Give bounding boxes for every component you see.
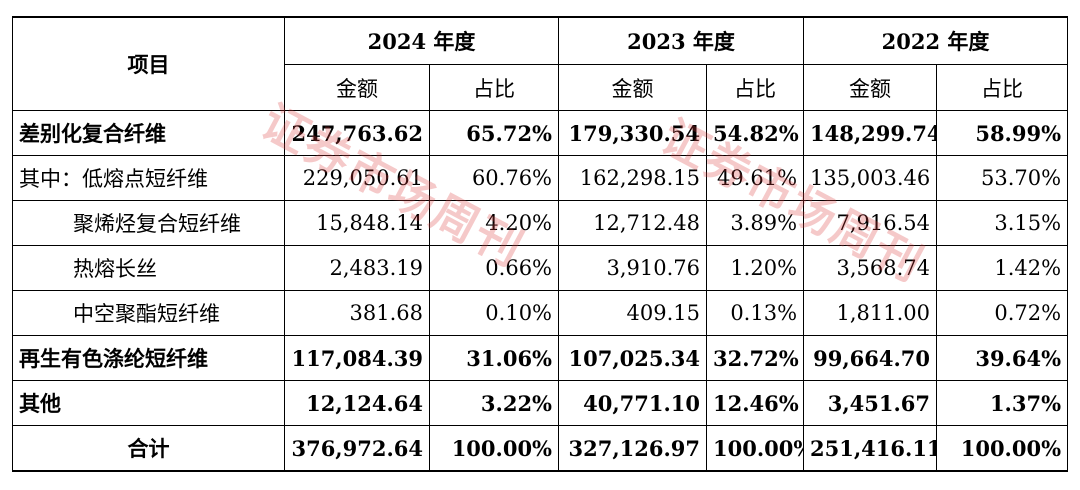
cell-ratio: 1.37% [936, 380, 1069, 426]
row-label: 合计 [12, 425, 285, 472]
header-amount: 金额 [284, 64, 430, 111]
cell-ratio: 100.00% [706, 425, 805, 472]
cell-amount: 409.15 [558, 290, 708, 336]
cell-amount: 12,712.48 [558, 200, 708, 246]
header-item: 项目 [12, 16, 285, 111]
header-ratio: 占比 [936, 64, 1069, 111]
cell-ratio: 0.10% [428, 290, 560, 336]
table-row: 差别化复合纤维 247,763.62 65.72% 179,330.54 54.… [12, 110, 1069, 156]
table-row: 其他 12,124.64 3.22% 40,771.10 12.46% 3,45… [12, 380, 1069, 426]
cell-ratio: 100.00% [428, 425, 560, 472]
table-row: 热熔长丝 2,483.19 0.66% 3,910.76 1.20% 3,568… [12, 245, 1069, 291]
cell-ratio: 4.20% [428, 200, 560, 246]
cell-amount: 247,763.62 [284, 110, 430, 156]
header-year-2022: 2022 年度 [803, 16, 1069, 65]
cell-ratio: 58.99% [936, 110, 1069, 156]
cell-ratio: 31.06% [428, 335, 560, 381]
header-row-years: 项目 2024 年度 2023 年度 2022 年度 [12, 16, 1069, 111]
cell-amount: 3,910.76 [558, 245, 708, 291]
cell-amount: 251,416.11 [803, 425, 938, 472]
revenue-table: 项目 2024 年度 2023 年度 2022 年度 金额 占比 金额 占比 金… [12, 16, 1069, 472]
cell-amount: 3,568.74 [803, 245, 938, 291]
table-row: 其中：低熔点短纤维 229,050.61 60.76% 162,298.15 4… [12, 155, 1069, 201]
cell-amount: 376,972.64 [284, 425, 430, 472]
cell-amount: 1,811.00 [803, 290, 938, 336]
row-label: 再生有色涤纶短纤维 [12, 335, 285, 381]
header-ratio: 占比 [706, 64, 805, 111]
cell-ratio: 3.15% [936, 200, 1069, 246]
cell-amount: 117,084.39 [284, 335, 430, 381]
cell-amount: 7,916.54 [803, 200, 938, 246]
cell-ratio: 54.82% [706, 110, 805, 156]
table-row-total: 合计 376,972.64 100.00% 327,126.97 100.00%… [12, 425, 1069, 472]
cell-ratio: 12.46% [706, 380, 805, 426]
row-label: 其中：低熔点短纤维 [12, 155, 285, 201]
cell-ratio: 0.13% [706, 290, 805, 336]
cell-amount: 162,298.15 [558, 155, 708, 201]
cell-ratio: 100.00% [936, 425, 1069, 472]
cell-amount: 135,003.46 [803, 155, 938, 201]
table-row: 中空聚酯短纤维 381.68 0.10% 409.15 0.13% 1,811.… [12, 290, 1069, 336]
header-amount: 金额 [558, 64, 708, 111]
table-row: 聚烯烃复合短纤维 15,848.14 4.20% 12,712.48 3.89%… [12, 200, 1069, 246]
header-year-2023: 2023 年度 [558, 16, 805, 65]
cell-amount: 3,451.67 [803, 380, 938, 426]
cell-ratio: 1.20% [706, 245, 805, 291]
cell-ratio: 3.89% [706, 200, 805, 246]
cell-amount: 381.68 [284, 290, 430, 336]
cell-amount: 40,771.10 [558, 380, 708, 426]
cell-amount: 2,483.19 [284, 245, 430, 291]
cell-amount: 179,330.54 [558, 110, 708, 156]
header-amount: 金额 [803, 64, 938, 111]
cell-ratio: 0.66% [428, 245, 560, 291]
cell-ratio: 53.70% [936, 155, 1069, 201]
cell-amount: 107,025.34 [558, 335, 708, 381]
row-label: 其他 [12, 380, 285, 426]
cell-amount: 327,126.97 [558, 425, 708, 472]
cell-amount: 12,124.64 [284, 380, 430, 426]
header-year-2024: 2024 年度 [283, 16, 560, 65]
cell-ratio: 65.72% [428, 110, 560, 156]
cell-ratio: 60.76% [428, 155, 560, 201]
cell-ratio: 3.22% [428, 380, 560, 426]
row-label: 热熔长丝 [12, 245, 285, 291]
cell-ratio: 0.72% [936, 290, 1069, 336]
cell-ratio: 49.61% [706, 155, 805, 201]
header-ratio: 占比 [428, 64, 560, 111]
row-label: 聚烯烃复合短纤维 [12, 200, 285, 246]
cell-ratio: 32.72% [706, 335, 805, 381]
cell-amount: 99,664.70 [803, 335, 938, 381]
cell-ratio: 1.42% [936, 245, 1069, 291]
cell-amount: 229,050.61 [284, 155, 430, 201]
cell-ratio: 39.64% [936, 335, 1069, 381]
table-row: 再生有色涤纶短纤维 117,084.39 31.06% 107,025.34 3… [12, 335, 1069, 381]
row-label: 差别化复合纤维 [12, 110, 285, 156]
cell-amount: 148,299.74 [803, 110, 938, 156]
row-label: 中空聚酯短纤维 [12, 290, 285, 336]
cell-amount: 15,848.14 [284, 200, 430, 246]
